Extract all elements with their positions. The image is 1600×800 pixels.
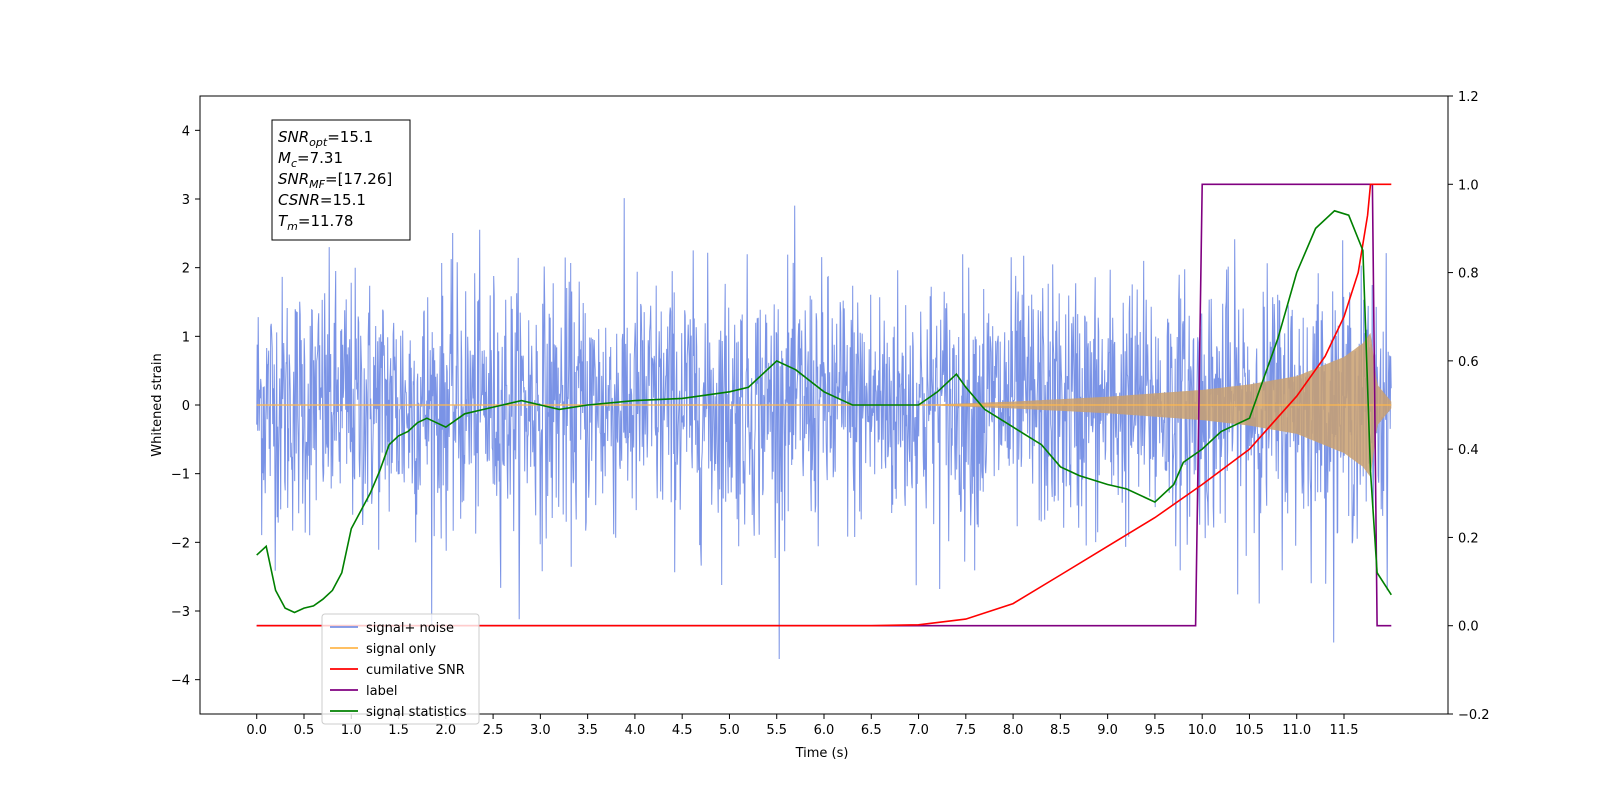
x-tick-label: 5.0 [719, 723, 740, 738]
y2-tick-label: 0.2 [1458, 531, 1479, 546]
x-tick-label: 5.5 [766, 723, 787, 738]
x-tick-label: 0.5 [294, 723, 315, 738]
x-tick-label: 8.0 [1003, 723, 1024, 738]
info-line: Tm=11.78 [278, 212, 353, 233]
legend-label: cumilative SNR [366, 663, 465, 678]
series-signal-only [256, 332, 1392, 478]
signal-statistics-line [256, 209, 1392, 614]
x-tick-label: 11.5 [1330, 723, 1359, 738]
right-axis-series [256, 183, 1392, 627]
info-box: SNRopt=15.1Mc=7.31SNRMF=[17.26]CSNR=15.1… [271, 119, 411, 241]
x-tick-label: 6.0 [814, 723, 835, 738]
y-axis-ticks: 4 3 2 1 0 −1 −2 −3 −4 [171, 124, 200, 689]
x-tick-label: 4.5 [672, 723, 693, 738]
x-tick-label: 10.5 [1235, 723, 1264, 738]
x-tick-label: 11.0 [1282, 723, 1311, 738]
y-tick-label: 4 [182, 124, 190, 139]
signal-plus-noise-line [256, 198, 1392, 660]
x-tick-label: 0.0 [246, 723, 267, 738]
y-tick-label: −4 [171, 674, 190, 689]
x-tick-label: 9.5 [1145, 723, 1166, 738]
info-line: CSNR=15.1 [278, 191, 366, 209]
y2-tick-label: 0.0 [1458, 620, 1479, 635]
x-axis-ticks: 0.0 0.5 1.0 1.5 2.0 2.5 3.0 3.5 4.0 4.5 5.0 5.5 6.0 6… [246, 714, 1358, 738]
y2-axis-ticks: 1.2 1.0 0.8 0.6 0.4 0.2 0.0 −0.2 [1448, 90, 1490, 723]
y-tick-label: −1 [171, 468, 190, 483]
x-tick-label: 6.5 [861, 723, 882, 738]
y-tick-label: 1 [182, 330, 190, 345]
x-tick-label: 9.0 [1097, 723, 1118, 738]
cumulative-snr-line [256, 183, 1392, 627]
info-line: Mc=7.31 [278, 149, 343, 170]
x-tick-label: 1.5 [388, 723, 409, 738]
y-tick-label: 0 [182, 399, 190, 414]
x-tick-label: 8.5 [1050, 723, 1071, 738]
x-tick-label: 7.0 [908, 723, 929, 738]
legend-label: signal only [366, 642, 436, 657]
legend-label: signal+ noise [366, 621, 454, 636]
y-axis-label: Whitened strain [150, 353, 165, 456]
y-tick-label: −2 [171, 536, 190, 551]
x-tick-label: 2.0 [435, 723, 456, 738]
plot-area [256, 183, 1392, 660]
y2-tick-label: 1.0 [1458, 178, 1479, 193]
x-axis-label: Time (s) [795, 746, 849, 761]
x-tick-label: 1.0 [341, 723, 362, 738]
x-tick-label: 10.0 [1188, 723, 1217, 738]
y2-tick-label: −0.2 [1458, 708, 1490, 723]
info-line: SNRopt=15.1 [278, 128, 373, 149]
y-tick-label: 2 [182, 262, 190, 277]
legend-frame [321, 613, 480, 725]
y2-tick-label: 0.8 [1458, 267, 1479, 282]
x-tick-label: 3.5 [577, 723, 598, 738]
info-line: SNRMF=[17.26] [278, 170, 392, 191]
y-tick-label: 3 [182, 193, 190, 208]
y2-tick-label: 1.2 [1458, 90, 1479, 105]
legend-label: label [366, 684, 397, 699]
series-signal-plus-noise [256, 198, 1392, 660]
legend-label: signal statistics [366, 705, 467, 720]
y2-tick-label: 0.4 [1458, 443, 1479, 458]
info-box-frame [271, 119, 411, 241]
x-tick-label: 7.5 [955, 723, 976, 738]
y2-tick-label: 0.6 [1458, 355, 1479, 370]
x-tick-label: 2.5 [483, 723, 504, 738]
x-tick-label: 3.0 [530, 723, 551, 738]
y-tick-label: −3 [171, 605, 190, 620]
legend: signal+ noise signal only cumilative SNR la… [321, 613, 480, 725]
label-line [256, 183, 1392, 627]
x-tick-label: 4.0 [625, 723, 646, 738]
